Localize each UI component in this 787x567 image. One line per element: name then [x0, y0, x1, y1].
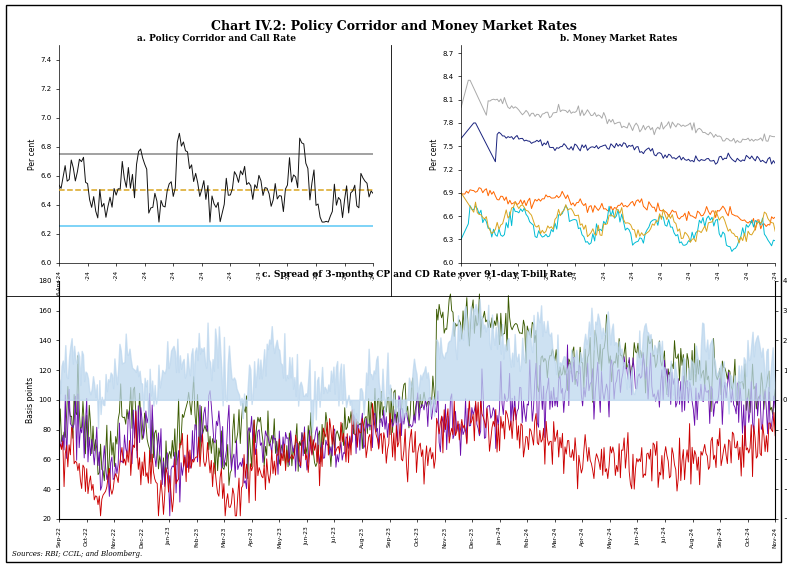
Y-axis label: Basis points: Basis points: [26, 376, 35, 423]
Title: b. Money Market Rates: b. Money Market Rates: [560, 34, 677, 43]
Text: Chart IV.2: Policy Corridor and Money Market Rates: Chart IV.2: Policy Corridor and Money Ma…: [211, 20, 576, 33]
Y-axis label: Per cent: Per cent: [28, 138, 37, 170]
Legend: Tri-party repo, Market repo, 3-month T-bill, 3-month CP (NBFC), 3-month CD: Tri-party repo, Market repo, 3-month T-b…: [524, 357, 712, 376]
Text: Sources: RBI; CCIL; and Bloomberg.: Sources: RBI; CCIL; and Bloomberg.: [12, 551, 142, 558]
Title: a. Policy Corridor and Call Rate: a. Policy Corridor and Call Rate: [137, 34, 296, 43]
Title: c. Spread of 3-months CP and CD Rate over 91-day T-bill Rate: c. Spread of 3-months CP and CD Rate ove…: [262, 270, 572, 278]
Legend: Repo rate, WACR, MSF, SDF: Repo rate, WACR, MSF, SDF: [143, 348, 289, 359]
Y-axis label: Per cent: Per cent: [430, 138, 439, 170]
